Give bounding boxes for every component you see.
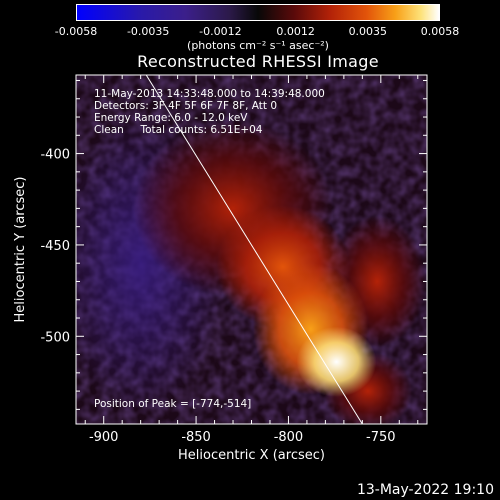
- plot-area: [76, 75, 427, 424]
- detectors-annotation: Detectors: 3F 4F 5F 6F 7F 8F, Att 0: [94, 100, 278, 112]
- x-tick-label: -900: [89, 430, 119, 445]
- chart-title: Reconstructed RHESSI Image: [137, 52, 379, 71]
- y-tick-label: -500: [40, 330, 70, 345]
- colorbar-tick-label: 0.0012: [276, 25, 315, 38]
- clean-annotation: Clean Total counts: 6.51E+04: [94, 124, 263, 136]
- colorbar-tick-label: 0.0058: [420, 25, 460, 38]
- solar-limb-line: [145, 75, 363, 424]
- colorbar-tick-label: -0.0035: [126, 25, 170, 38]
- time-range-annotation: 11-May-2013 14:33:48.000 to 14:39:48.000: [94, 88, 325, 100]
- y-tick-label: -450: [40, 239, 70, 254]
- emission-source: [296, 326, 377, 397]
- colorbar-units: (photons cm⁻² s⁻¹ asec⁻²): [187, 39, 329, 52]
- x-tick-label: -750: [366, 430, 396, 445]
- x-tick-label: -850: [181, 430, 211, 445]
- footer-date: 13-May-2022 19:10: [356, 482, 494, 498]
- energy-annotation: Energy Range: 6.0 - 12.0 keV: [94, 112, 248, 124]
- y-tick-label: -400: [40, 148, 70, 163]
- colorbar-tick-label: -0.0058: [54, 25, 98, 38]
- colorbar: [76, 4, 440, 21]
- y-axis-label: Heliocentric Y (arcsec): [13, 177, 28, 323]
- x-axis-label: Heliocentric X (arcsec): [178, 448, 325, 463]
- colorbar-tick-label: -0.0012: [199, 25, 242, 38]
- axes: -900 -850 -800 -750 -400 -450 -500 Heliocentric…: [13, 74, 428, 463]
- x-tick-label: -800: [274, 430, 304, 445]
- peak-position-annotation: Position of Peak = [-774,-514]: [94, 398, 252, 410]
- colorbar-tick-label: 0.0035: [348, 25, 388, 38]
